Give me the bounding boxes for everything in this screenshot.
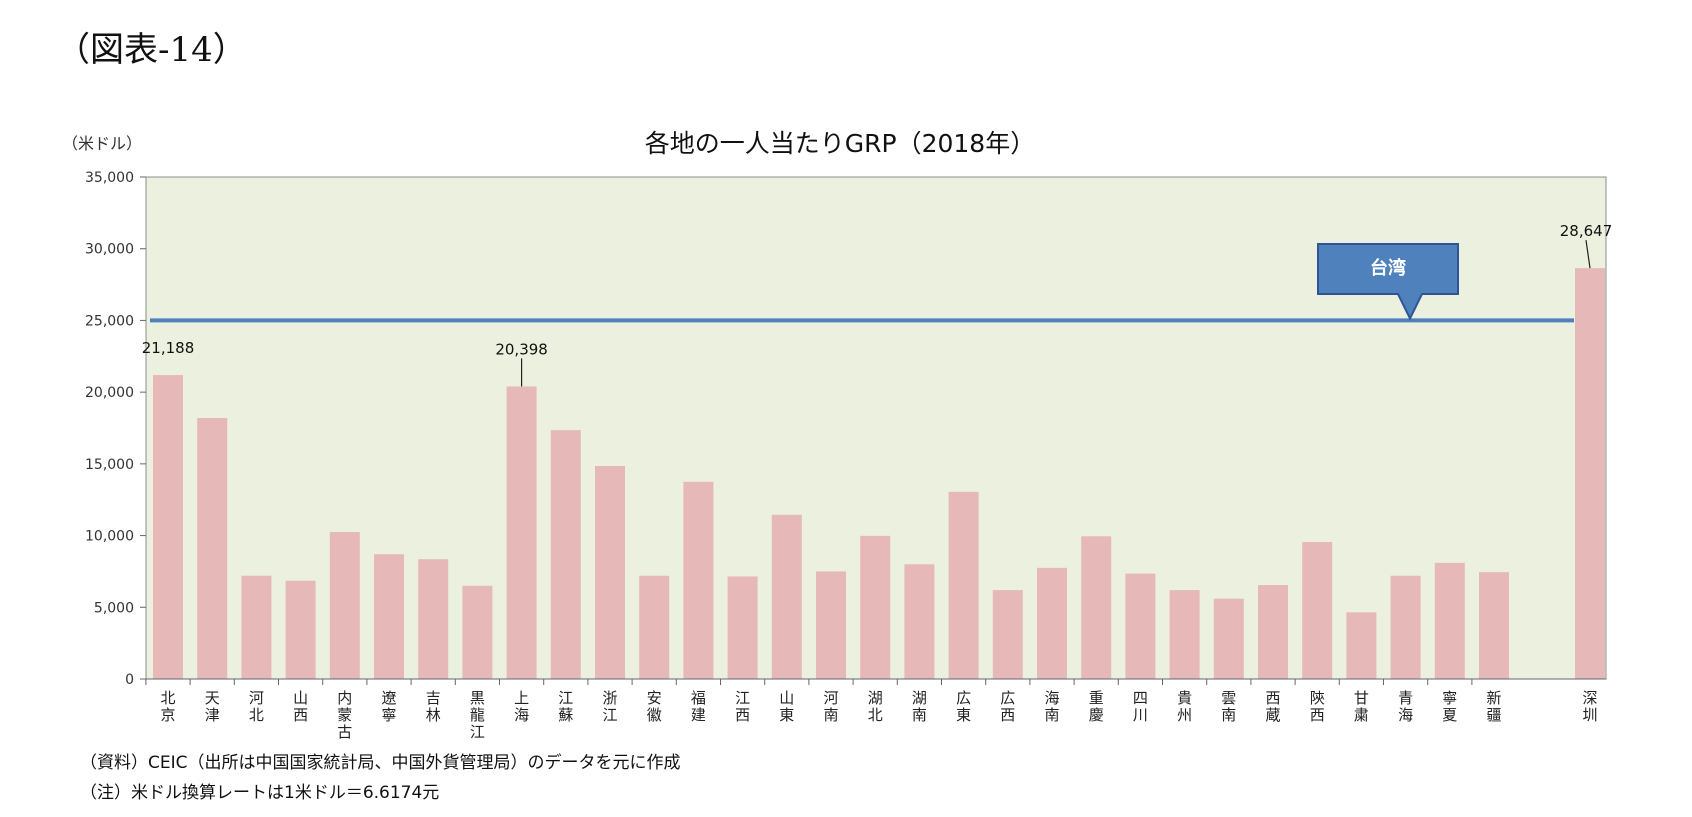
x-tick-label-1: 天津 xyxy=(205,689,220,724)
x-tick-label-2: 河北 xyxy=(249,689,264,724)
bar-31 xyxy=(1575,268,1605,679)
bar-24 xyxy=(1213,598,1244,679)
bar-23 xyxy=(1169,590,1200,679)
x-tick-label-19: 広西 xyxy=(1000,689,1015,724)
x-tick-label-13: 江西 xyxy=(735,689,750,724)
y-tick-label: 10,000 xyxy=(85,529,134,545)
x-tick-label-0: 北京 xyxy=(160,689,175,724)
x-tick-label-28: 青海 xyxy=(1398,689,1413,724)
y-tick-label: 25,000 xyxy=(85,313,134,329)
x-tick-label-29: 寧夏 xyxy=(1442,689,1457,724)
bar-22 xyxy=(1125,573,1156,679)
bar-12 xyxy=(683,481,714,679)
y-tick-label: 20,000 xyxy=(85,385,134,401)
x-tick-label-7: 黒龍江 xyxy=(470,689,485,741)
chart-notes: （資料）CEIC（出所は中国国家統計局、中国外貨管理局）のデータを元に作成 （注… xyxy=(80,748,681,808)
figure-label: （図表-14） xyxy=(56,30,247,70)
x-tick-label-4: 内蒙古 xyxy=(337,689,352,741)
bar-26 xyxy=(1302,542,1333,679)
data-label-0: 21,188 xyxy=(142,339,195,357)
x-tick-label-11: 安徽 xyxy=(647,689,662,724)
bar-9 xyxy=(550,430,581,679)
y-axis-unit-label: （米ドル） xyxy=(62,134,143,153)
x-tick-label-3: 山西 xyxy=(293,689,308,724)
bar-1 xyxy=(197,417,228,679)
data-label-leader-31 xyxy=(1585,240,1591,269)
y-tick-label: 0 xyxy=(125,672,134,688)
x-tick-label-23: 貴州 xyxy=(1177,689,1192,724)
y-tick-label: 35,000 xyxy=(85,170,134,186)
x-tick-label-9: 江蘇 xyxy=(558,689,573,724)
bar-20 xyxy=(1037,567,1067,679)
bar-10 xyxy=(595,466,625,679)
bar-7 xyxy=(462,585,493,679)
x-tick-label-10: 浙江 xyxy=(602,689,617,724)
bar-30 xyxy=(1479,572,1509,679)
x-tick-label-22: 四川 xyxy=(1133,689,1148,724)
x-tick-label-30: 新疆 xyxy=(1486,689,1501,724)
bar-4 xyxy=(329,531,360,679)
bar-29 xyxy=(1434,562,1465,679)
x-tick-label-6: 吉林 xyxy=(426,689,441,724)
x-tick-label-31: 深圳 xyxy=(1582,689,1597,724)
source-note: （資料）CEIC（出所は中国国家統計局、中国外貨管理局）のデータを元に作成 xyxy=(80,753,681,773)
x-tick-label-18: 広東 xyxy=(956,689,971,724)
x-tick-label-27: 甘粛 xyxy=(1354,689,1369,724)
x-tick-label-25: 西蔵 xyxy=(1265,689,1280,724)
taiwan-callout-label: 台湾 xyxy=(1370,257,1406,279)
x-tick-label-21: 重慶 xyxy=(1089,689,1104,724)
bar-18 xyxy=(948,491,979,679)
x-tick-label-12: 福建 xyxy=(691,689,706,724)
bar-19 xyxy=(992,590,1023,679)
bar-21 xyxy=(1081,536,1112,679)
bar-5 xyxy=(374,554,404,679)
bar-6 xyxy=(418,559,449,679)
bar-0 xyxy=(153,375,183,679)
bar-28 xyxy=(1390,575,1421,679)
x-tick-label-20: 海南 xyxy=(1044,689,1059,724)
taiwan-callout xyxy=(1317,243,1459,321)
x-tick-label-5: 遼寧 xyxy=(381,689,396,724)
x-tick-label-8: 上海 xyxy=(514,689,529,724)
data-label-8: 20,398 xyxy=(495,340,548,358)
y-tick-label: 5,000 xyxy=(94,600,134,616)
y-tick-label: 15,000 xyxy=(85,457,134,473)
data-label-31: 28,647 xyxy=(1560,222,1613,240)
x-tick-label-26: 陝西 xyxy=(1310,689,1325,724)
y-tick-label: 30,000 xyxy=(85,242,134,258)
bar-27 xyxy=(1346,612,1377,679)
x-tick-label-17: 湖南 xyxy=(912,689,927,724)
bar-13 xyxy=(727,576,758,679)
bar-14 xyxy=(771,514,802,679)
bar-2 xyxy=(241,575,272,679)
bar-15 xyxy=(816,571,846,679)
x-tick-label-16: 湖北 xyxy=(868,689,883,724)
bar-11 xyxy=(639,575,670,679)
bar-3 xyxy=(285,580,316,679)
x-tick-label-14: 山東 xyxy=(779,689,794,724)
rate-note: （注）米ドル換算レートは1米ドル＝6.6174元 xyxy=(80,783,440,803)
bar-25 xyxy=(1258,585,1288,679)
bar-17 xyxy=(904,564,935,679)
x-tick-label-24: 雲南 xyxy=(1221,689,1236,724)
bar-16 xyxy=(860,535,891,679)
chart-title: 各地の一人当たりGRP（2018年） xyxy=(644,129,1036,158)
x-tick-label-15: 河南 xyxy=(823,689,838,724)
bar-8 xyxy=(506,386,537,679)
